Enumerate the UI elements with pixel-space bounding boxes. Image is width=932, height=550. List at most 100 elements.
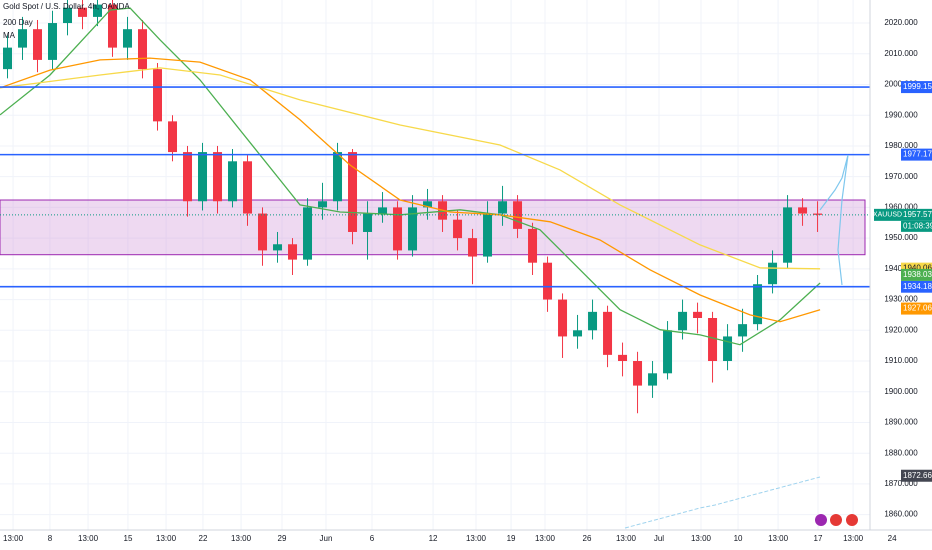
x-tick-label: 13:00 <box>156 534 177 543</box>
level-label: 1999.157 <box>903 82 932 91</box>
candle-body <box>723 336 733 362</box>
price-label: 1957.570 <box>903 210 932 219</box>
price-label-box <box>901 469 932 482</box>
moving-average <box>0 7 821 346</box>
candle-body <box>138 29 148 70</box>
candle-body <box>228 161 238 202</box>
y-tick-label: 2020.000 <box>884 18 918 27</box>
x-tick-label: Jun <box>320 534 333 543</box>
x-tick-label: 19 <box>507 534 516 543</box>
candle-body <box>168 121 178 153</box>
countdown-box <box>901 220 932 232</box>
candle-body <box>543 262 553 300</box>
x-tick-label: 22 <box>199 534 208 543</box>
candle-body <box>498 201 508 214</box>
y-tick-label: 1920.000 <box>884 325 918 334</box>
candle-body <box>108 4 118 48</box>
x-tick-label: 13:00 <box>231 534 252 543</box>
y-tick-label: 1870.000 <box>884 479 918 488</box>
y-tick-label: 1860.000 <box>884 510 918 519</box>
candle-body <box>798 207 808 214</box>
y-tick-label: 2010.000 <box>884 49 918 58</box>
level-label-box <box>901 81 932 94</box>
level-label-box <box>901 148 932 161</box>
x-tick-label: 26 <box>583 534 592 543</box>
candle-body <box>708 318 718 362</box>
candle-body <box>93 4 103 17</box>
candle-body <box>663 330 673 374</box>
price-label-box <box>901 302 932 315</box>
y-tick-label: 1910.000 <box>884 356 918 365</box>
candle-body <box>78 7 88 17</box>
y-tick-label: 1880.000 <box>884 448 918 457</box>
y-tick-label: 1970.000 <box>884 172 918 181</box>
candle-body <box>393 207 403 251</box>
candle-body <box>453 219 463 239</box>
x-tick-label: 13:00 <box>768 534 789 543</box>
candle-body <box>258 213 268 251</box>
x-tick-label: 13:00 <box>3 534 24 543</box>
candle-body <box>333 152 343 202</box>
candle-body <box>603 311 613 355</box>
x-tick-label: 8 <box>48 534 53 543</box>
candle-body <box>153 69 163 122</box>
price-label-box <box>901 268 932 281</box>
x-tick-label: Jul <box>654 534 664 543</box>
y-tick-label: 1980.000 <box>884 141 918 150</box>
candle-body <box>183 152 193 202</box>
event-icon[interactable] <box>815 514 827 526</box>
y-tick-label: 1960.000 <box>884 203 918 212</box>
x-tick-label: 13:00 <box>843 534 864 543</box>
moving-average <box>0 57 821 323</box>
x-tick-label: 13:00 <box>466 534 487 543</box>
price-label: 1940.066 <box>903 264 932 273</box>
symbol-label: XAUUSD <box>873 212 902 219</box>
candle-body <box>318 201 328 208</box>
level-label-box <box>901 280 932 293</box>
indicator-label: 200 Day <box>3 18 33 27</box>
candle-body <box>213 152 223 202</box>
candle-body <box>558 299 568 337</box>
symbol-box <box>874 208 901 221</box>
price-label: 1927.067 <box>903 304 932 313</box>
level-label: 1977.178 <box>903 150 932 159</box>
countdown: 01:08:39 <box>903 221 932 230</box>
candle-body <box>3 47 13 70</box>
candle-body <box>48 23 58 60</box>
x-tick-label: 15 <box>124 534 133 543</box>
x-tick-label: 17 <box>814 534 823 543</box>
x-tick-label: 12 <box>429 534 438 543</box>
level-label: 1934.188 <box>903 282 932 291</box>
x-tick-label: 13:00 <box>691 534 712 543</box>
candle-body <box>408 207 418 251</box>
y-tick-label: 1990.000 <box>884 110 918 119</box>
event-icon[interactable] <box>846 514 858 526</box>
candle-body <box>528 228 538 263</box>
candle-body <box>648 373 658 386</box>
x-tick-label: 13:00 <box>78 534 99 543</box>
bars-pattern <box>624 476 821 529</box>
candle-body <box>588 311 598 331</box>
candle-body <box>378 207 388 214</box>
candle-body <box>618 354 628 362</box>
candle-body <box>813 213 823 215</box>
candle-body <box>678 311 688 331</box>
price-label-box <box>901 208 932 221</box>
event-icon[interactable] <box>830 514 842 526</box>
candle-body <box>468 238 478 257</box>
x-tick-label: 24 <box>888 534 897 543</box>
candle-body <box>123 29 133 48</box>
candle-body <box>303 207 313 260</box>
candle-body <box>198 152 208 202</box>
candle-body <box>753 284 763 325</box>
y-tick-label: 1950.000 <box>884 233 918 242</box>
x-tick-label: 13:00 <box>535 534 556 543</box>
price-label: 1938.032 <box>903 270 932 279</box>
candle-body <box>363 213 373 232</box>
candle-body <box>633 361 643 386</box>
y-tick-label: 1890.000 <box>884 418 918 427</box>
candle-body <box>738 324 748 337</box>
candle-body <box>243 161 253 214</box>
candle-body <box>783 207 793 263</box>
candle-body <box>63 7 73 24</box>
